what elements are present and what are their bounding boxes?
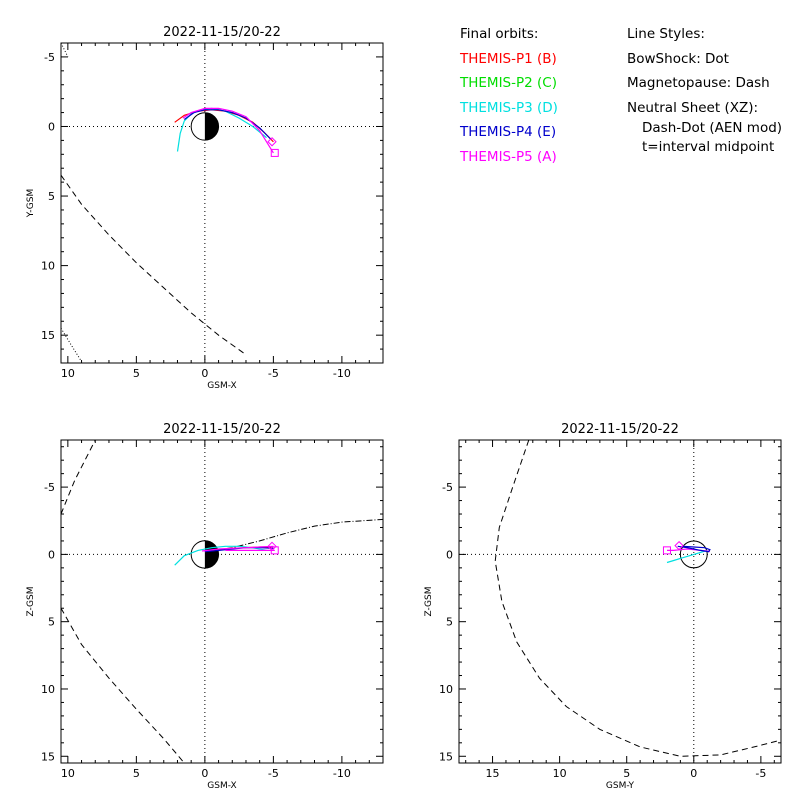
x-tick-label: -5 — [755, 767, 766, 780]
panel-3: 15 10 5 0 -5 -5 0 5 10 15 2022-11-15/20-22 GSM-Y Z-G… — [424, 422, 782, 791]
plot-frame — [60, 439, 384, 764]
y-tick-label: 10 — [41, 260, 55, 273]
orbit-series-3 — [183, 109, 272, 140]
y-tick-label: 5 — [446, 616, 453, 629]
x-tick-label: 10 — [61, 367, 75, 380]
y-tick-label: 10 — [41, 683, 55, 696]
earth — [679, 540, 708, 569]
x-tick-label: 5 — [623, 767, 630, 780]
legend-probe-p5: THEMIS-P5 (A) — [460, 148, 557, 165]
magnetopause-line — [61, 174, 247, 356]
y-tick-label: 0 — [48, 120, 55, 133]
magnetopause-line-lower — [61, 440, 96, 515]
x-axis-label: GSM-X — [207, 781, 236, 791]
marker-square-1 — [662, 546, 671, 555]
x-tick-label: 10 — [61, 767, 75, 780]
y-axis-label: Y-GSM — [26, 189, 36, 218]
y-tick-label: 15 — [41, 750, 55, 763]
marker-diamond-2 — [674, 540, 684, 551]
legend-style-dash-dot: Dash-Dot (AEN mod) — [642, 119, 783, 136]
y-tick-label: 0 — [48, 548, 55, 561]
x-tick-label: 5 — [133, 367, 140, 380]
chart-title: 2022-11-15/20-22 — [163, 25, 281, 40]
orbit-series-1 — [666, 549, 708, 564]
legend-probe-p3: THEMIS-P3 (D) — [460, 99, 558, 116]
x-axis-label: GSM-Y — [606, 781, 635, 791]
bowshock-line — [61, 327, 83, 362]
legend-probe-p2: THEMIS-P2 (C) — [460, 75, 557, 91]
legend-style-neutral-sheet: Neutral Sheet (XZ): — [627, 99, 759, 116]
x-tick-label: 15 — [486, 767, 500, 780]
legend-style-magnetopause: Magnetopause: Dash — [627, 75, 770, 91]
marker-square-2 — [270, 148, 279, 157]
legend-style-bowshock: BowShock: Dot — [627, 50, 729, 67]
marker-diamond-1 — [267, 137, 277, 147]
orbit-series-3 — [677, 545, 711, 553]
legend-orbits-title: Final orbits: — [460, 26, 539, 42]
y-tick-label: 5 — [48, 190, 55, 203]
x-tick-label: 5 — [133, 767, 140, 780]
legend-probe-p4: THEMIS-P4 (E) — [460, 124, 557, 140]
y-axis-label: Z-GSM — [26, 586, 36, 616]
earth-night-side — [204, 540, 219, 569]
panel-1: 10 5 0 -5 -10 -5 0 5 10 15 2022-11-15/20-22 GSM-X Y-… — [26, 25, 384, 391]
orbit-legend: Final orbits: THEMIS-P1 (B) THEMIS-P2 (C… — [460, 22, 558, 169]
chart-title: 2022-11-15/20-22 — [561, 422, 679, 437]
bowshock-line-top — [61, 43, 69, 58]
earth-night-side — [204, 112, 219, 141]
magnetopause-line — [61, 607, 185, 763]
panel-2: 10 5 0 -5 -10 -5 0 5 10 15 2022-11-15/20-22 GSM-X Z-… — [26, 422, 384, 791]
orbit-series-2 — [176, 107, 267, 152]
x-axis-label: GSM-X — [207, 381, 236, 391]
orbit-series-4 — [182, 107, 274, 154]
y-tick-label: -5 — [442, 481, 453, 494]
x-tick-label: 0 — [201, 767, 208, 780]
x-tick-label: 10 — [553, 767, 567, 780]
marker-square-1 — [270, 546, 279, 555]
marker-diamond-2 — [267, 541, 277, 552]
x-tick-label: -5 — [268, 367, 279, 380]
x-tick-label: 0 — [201, 367, 208, 380]
plot-area — [61, 440, 383, 763]
orbit-series-1 — [174, 109, 274, 143]
y-tick-label: 5 — [48, 616, 55, 629]
y-tick-label: 15 — [41, 329, 55, 342]
plot-area — [61, 43, 383, 363]
y-tick-label: -5 — [44, 481, 55, 494]
y-tick-label: 0 — [446, 548, 453, 561]
legend-probe-p1: THEMIS-P1 (B) — [460, 50, 557, 67]
legend-style-midpoint: t=interval midpoint — [642, 138, 775, 155]
y-tick-label: -5 — [44, 51, 55, 64]
legend-styles-title: Line Styles: — [627, 26, 705, 42]
x-tick-label: -5 — [268, 767, 279, 780]
x-tick-label: 0 — [690, 767, 697, 780]
plot-frame — [60, 42, 384, 364]
x-tick-label: -10 — [333, 767, 351, 780]
x-tick-label: -10 — [333, 367, 351, 380]
plot-frame — [458, 439, 782, 764]
plot-area — [459, 440, 781, 763]
chart-title: 2022-11-15/20-22 — [163, 422, 281, 437]
y-tick-label: 10 — [439, 683, 453, 696]
y-axis-label: Z-GSM — [424, 586, 434, 616]
y-tick-label: 15 — [439, 750, 453, 763]
magnetopause-line — [494, 440, 781, 757]
line-styles-legend: Line Styles: BowShock: Dot Magnetopause:… — [627, 22, 782, 156]
orbit-series-4 — [202, 545, 274, 552]
